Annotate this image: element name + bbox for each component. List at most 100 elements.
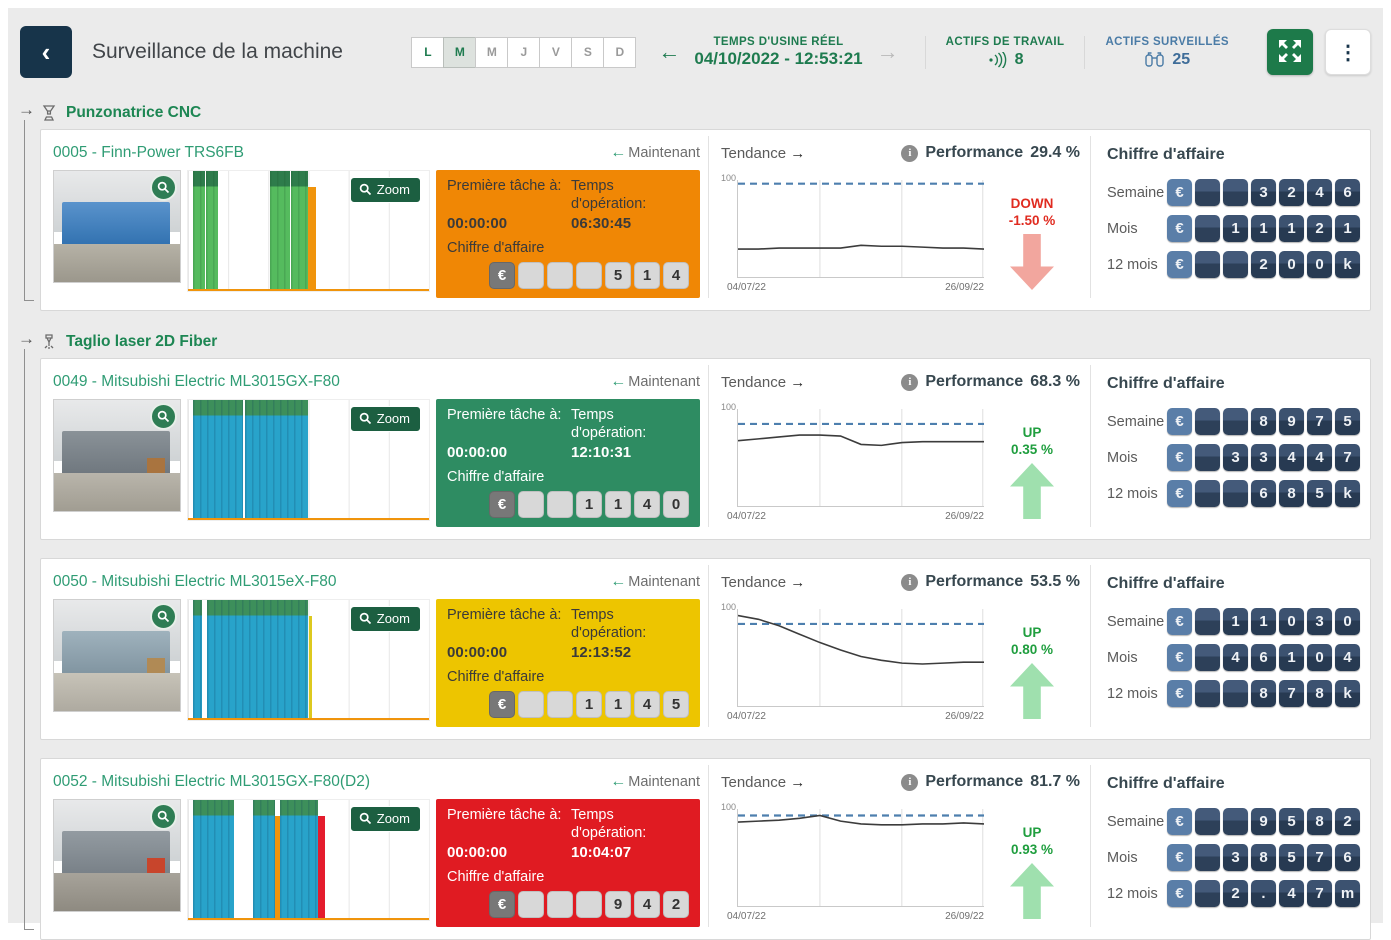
digit-tile: 7 bbox=[1307, 880, 1332, 907]
digit-tile bbox=[1195, 844, 1220, 871]
digit-tile: 3 bbox=[1251, 444, 1276, 471]
digit-tile: 4 bbox=[1223, 644, 1248, 671]
photo-magnifier-icon[interactable] bbox=[150, 603, 177, 630]
digit-tile bbox=[1195, 251, 1220, 278]
performance-value: 81.7 % bbox=[1030, 773, 1080, 790]
panel-revenue-counter: €9 4 2 bbox=[447, 891, 689, 919]
section-arrow-icon: → bbox=[18, 100, 35, 119]
day-toggle-S[interactable]: S bbox=[571, 36, 605, 68]
year-revenue-counter: €2. 4 7 m bbox=[1167, 880, 1360, 907]
operation-time-label: Temps d'opération: bbox=[571, 407, 647, 442]
machine-photo bbox=[53, 399, 181, 512]
machine-name-link[interactable]: 0005 - Finn-Power TRS6FB bbox=[53, 144, 244, 161]
timeline-segment-blue bbox=[279, 800, 319, 920]
digit-tile bbox=[1195, 408, 1220, 435]
euro-tile: € bbox=[1167, 844, 1192, 871]
section-laser: → Taglio laser 2D Fiber 0049 - Mitsubish… bbox=[18, 329, 1371, 940]
trend-word: Tendance bbox=[721, 573, 787, 591]
photo-magnifier-icon[interactable] bbox=[150, 803, 177, 830]
digit-tile bbox=[1195, 880, 1220, 907]
y-axis-tick: 100 bbox=[721, 602, 737, 612]
status-panel: Première tâche à: Temps d'opération: 00:… bbox=[436, 399, 700, 527]
day-toggle-J[interactable]: J bbox=[507, 36, 541, 68]
operation-time-value: 10:04:07 bbox=[571, 844, 632, 862]
performance-label: Performance bbox=[925, 144, 1024, 161]
timeline-segment-orange bbox=[274, 815, 280, 920]
next-day-arrow[interactable]: → bbox=[876, 39, 899, 64]
day-toggle-D[interactable]: D bbox=[603, 36, 637, 68]
month-label: Mois bbox=[1107, 220, 1138, 237]
machine-name-link[interactable]: 0052 - Mitsubishi Electric ML3015GX-F80(… bbox=[53, 773, 371, 790]
day-toggle-L[interactable]: L bbox=[411, 36, 445, 68]
week-revenue-counter: €8 9 7 5 bbox=[1167, 408, 1360, 435]
photo-floor-shape bbox=[54, 873, 180, 911]
digit-tile: 4 bbox=[634, 491, 660, 519]
zoom-button[interactable]: Zoom bbox=[349, 177, 421, 203]
monitored-assets-stat: ACTIFS SURVEILLÉS 25 bbox=[1084, 35, 1249, 69]
photo-magnifier-icon[interactable] bbox=[150, 174, 177, 201]
info-icon[interactable]: i bbox=[901, 573, 919, 591]
zoom-button[interactable]: Zoom bbox=[349, 406, 421, 432]
machine-list: → Punzonatrice CNC 0005 - Finn-Power TRS… bbox=[18, 100, 1371, 940]
digit-tile: 1 bbox=[634, 262, 660, 290]
clock-value: 04/10/2022 - 12:53:21 bbox=[694, 48, 863, 68]
performance-readout: i Performance 81.7 % bbox=[901, 773, 1080, 791]
machine-name-link[interactable]: 0050 - Mitsubishi Electric ML3015eX-F80 bbox=[53, 573, 337, 590]
zoom-button[interactable]: Zoom bbox=[349, 606, 421, 632]
more-options-button[interactable]: ⋮ bbox=[1325, 29, 1371, 75]
info-icon[interactable]: i bbox=[901, 144, 919, 162]
status-panel: Première tâche à: Temps d'opération: 00:… bbox=[436, 170, 700, 298]
year-label: 12 mois bbox=[1107, 485, 1158, 502]
machine-name-link[interactable]: 0049 - Mitsubishi Electric ML3015GX-F80 bbox=[53, 373, 340, 390]
monitored-assets-value: 25 bbox=[1172, 50, 1191, 68]
performance-readout: i Performance 53.5 % bbox=[901, 573, 1080, 591]
digit-tile: 8 bbox=[1251, 680, 1276, 707]
digit-tile bbox=[547, 891, 573, 919]
y-axis-tick: 100 bbox=[721, 802, 737, 812]
previous-day-arrow[interactable]: ← bbox=[658, 39, 681, 64]
zoom-button[interactable]: Zoom bbox=[349, 806, 421, 832]
section-title: Punzonatrice CNC bbox=[66, 104, 202, 121]
digit-tile: m bbox=[1335, 880, 1360, 907]
trend-word: Tendance bbox=[721, 773, 787, 791]
trend-direction-block: UP 0.80 % bbox=[984, 599, 1080, 719]
magnifier-icon bbox=[359, 812, 371, 825]
day-toggle-V[interactable]: V bbox=[539, 36, 573, 68]
month-revenue-counter: €1 1 1 2 1 bbox=[1167, 215, 1360, 242]
info-icon[interactable]: i bbox=[901, 773, 919, 791]
section-arrow-icon: → bbox=[18, 329, 35, 348]
timeline-segment-orange bbox=[307, 186, 316, 291]
timeline-segment-blue bbox=[192, 800, 234, 920]
back-button[interactable]: ‹ bbox=[20, 26, 72, 78]
day-toggle-M[interactable]: M bbox=[475, 36, 509, 68]
performance-readout: i Performance 68.3 % bbox=[901, 373, 1080, 391]
trend-word: Tendance bbox=[721, 373, 787, 391]
trend-change-value: 0.80 % bbox=[1010, 642, 1054, 657]
digit-tile: 3 bbox=[1251, 179, 1276, 206]
day-toggle-M[interactable]: M bbox=[443, 36, 477, 68]
info-icon[interactable]: i bbox=[901, 373, 919, 391]
first-task-value: 00:00:00 bbox=[447, 844, 508, 862]
status-panel: Première tâche à: Temps d'opération: 00:… bbox=[436, 799, 700, 927]
clock-label: TEMPS D'USINE RÉEL bbox=[713, 35, 844, 48]
month-revenue-counter: €3 8 5 7 6 bbox=[1167, 844, 1360, 871]
week-label: Semaine bbox=[1107, 413, 1165, 430]
trend-line-chart bbox=[737, 180, 984, 278]
digit-tile: 7 bbox=[1307, 844, 1332, 871]
digit-tile: 8 bbox=[1307, 808, 1332, 835]
now-label: Maintenant bbox=[628, 145, 700, 161]
digit-tile: 0 bbox=[1335, 608, 1360, 635]
timeline-segment-blue bbox=[253, 800, 275, 920]
digit-tile: 2 bbox=[1251, 251, 1276, 278]
photo-floor-shape bbox=[54, 673, 180, 711]
fullscreen-button[interactable] bbox=[1267, 29, 1313, 75]
performance-value: 68.3 % bbox=[1030, 373, 1080, 390]
photo-magnifier-icon[interactable] bbox=[150, 403, 177, 430]
machine-photo bbox=[53, 170, 181, 283]
revenue-heading: Chiffre d'affaire bbox=[1107, 375, 1225, 392]
panel-revenue-label: Chiffre d'affaire bbox=[447, 240, 545, 257]
digit-tile bbox=[518, 491, 544, 519]
euro-tile: € bbox=[489, 491, 515, 519]
year-label: 12 mois bbox=[1107, 256, 1158, 273]
y-axis-tick: 100 bbox=[721, 402, 737, 412]
